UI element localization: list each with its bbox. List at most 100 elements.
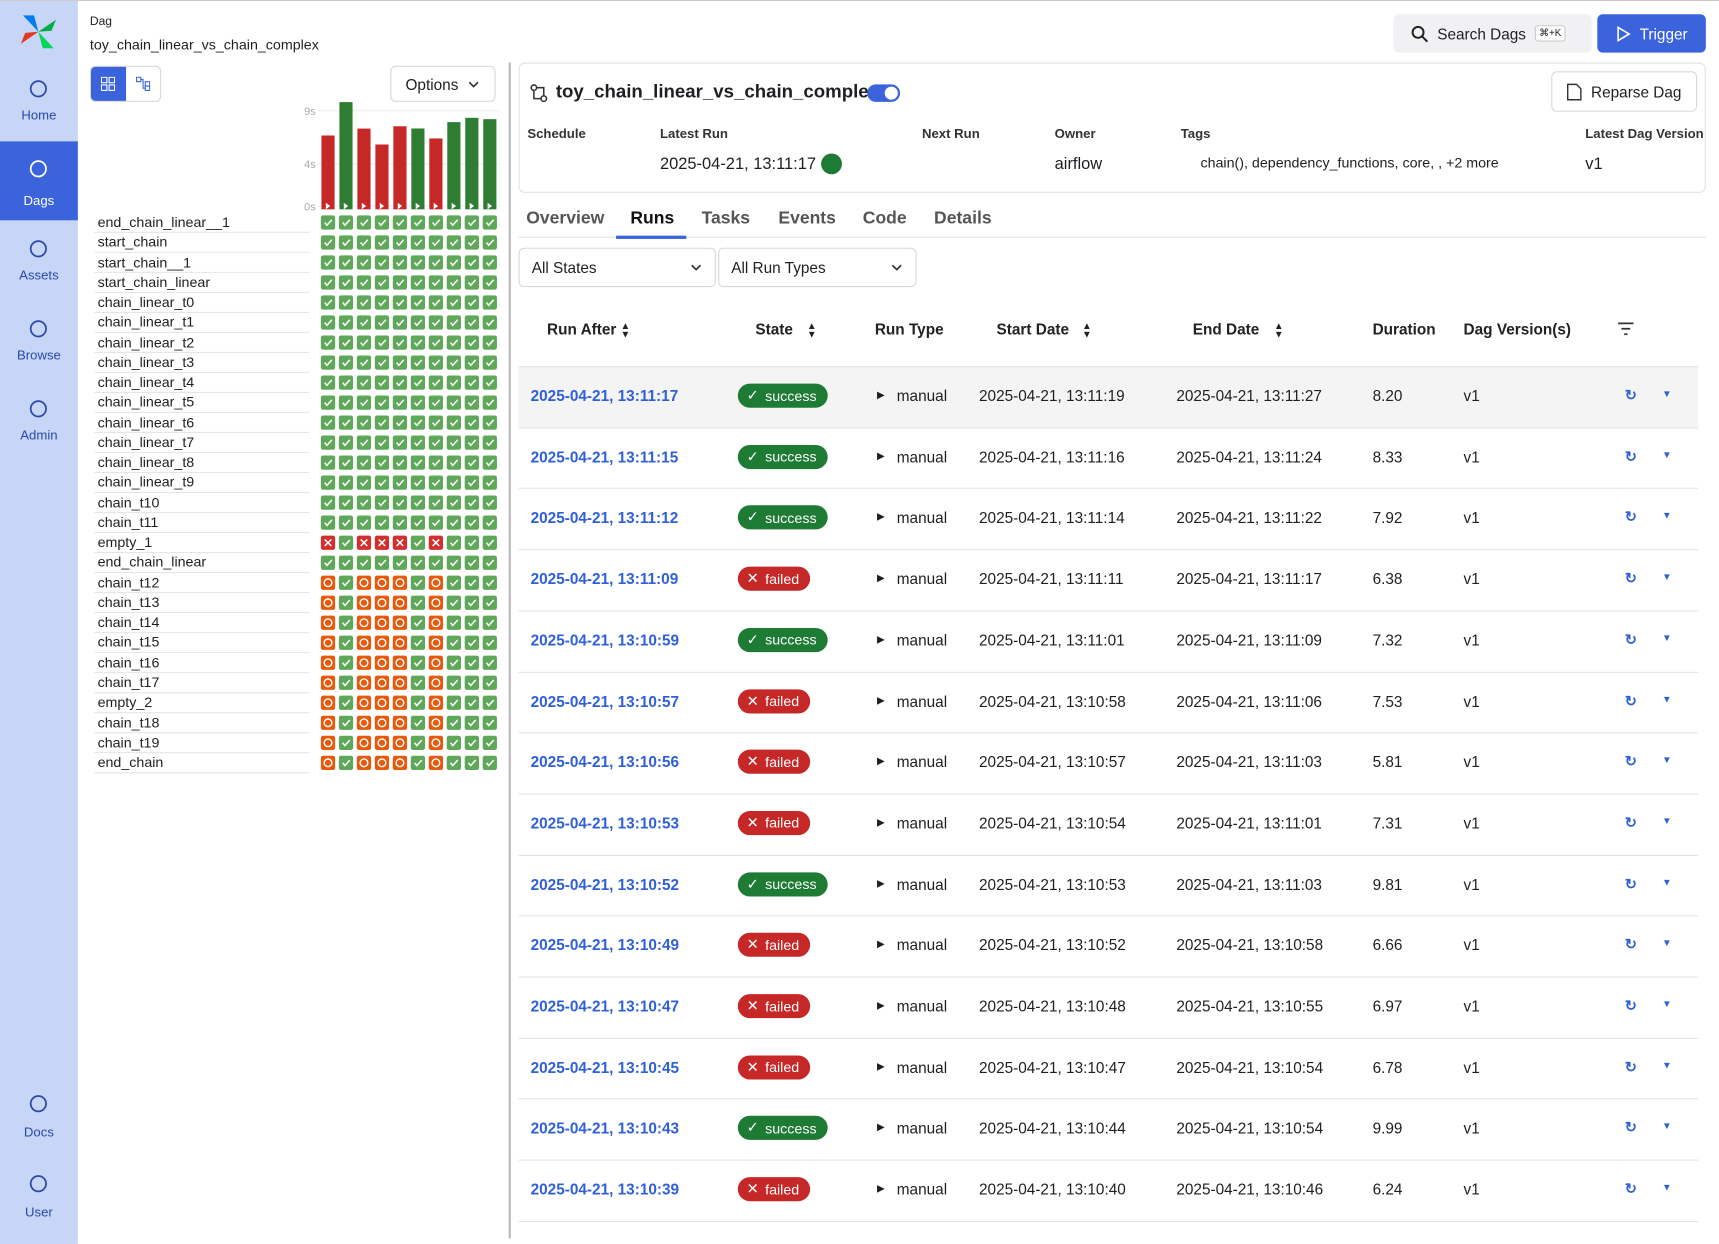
clear-run-button[interactable]: ↻	[1625, 997, 1637, 1015]
run-link[interactable]: 2025-04-21, 13:11:09	[531, 570, 679, 588]
run-link[interactable]: 2025-04-21, 13:11:17	[531, 387, 679, 405]
task-instance	[483, 395, 497, 409]
run-link[interactable]: 2025-04-21, 13:10:47	[531, 997, 679, 1015]
more-button[interactable]: ▼	[1662, 998, 1672, 1009]
task-instance	[411, 516, 425, 530]
more-button[interactable]: ▼	[1662, 449, 1672, 460]
task-name: end_chain_linear	[98, 554, 207, 570]
sort-icon[interactable]: ▲▼	[807, 321, 817, 339]
sort-icon[interactable]: ▲▼	[1274, 321, 1284, 339]
column-header[interactable]: Start Date	[997, 320, 1070, 338]
clear-run-button[interactable]: ↻	[1625, 753, 1637, 771]
column-filter-icon[interactable]	[1617, 322, 1635, 335]
run-link[interactable]: 2025-04-21, 13:10:57	[531, 692, 679, 710]
column-header[interactable]: End Date	[1193, 320, 1260, 338]
task-instance	[321, 656, 335, 670]
run-link[interactable]: 2025-04-21, 13:11:15	[531, 448, 679, 466]
state-icon: ✓	[747, 1119, 759, 1137]
reparse-button[interactable]: Reparse Dag	[1551, 71, 1697, 112]
run-link[interactable]: 2025-04-21, 13:10:59	[531, 631, 679, 649]
task-instance	[465, 496, 479, 510]
clear-run-button[interactable]: ↻	[1625, 448, 1637, 466]
more-button[interactable]: ▼	[1662, 876, 1672, 887]
run-type: manual	[897, 753, 947, 771]
column-header[interactable]: State	[755, 320, 793, 338]
more-button[interactable]: ▼	[1662, 510, 1672, 521]
task-instance	[483, 596, 497, 610]
pause-toggle[interactable]	[867, 84, 900, 102]
more-button[interactable]: ▼	[1662, 1059, 1672, 1070]
run-link[interactable]: 2025-04-21, 13:10:56	[531, 753, 679, 771]
meta-label: Owner	[1055, 126, 1096, 141]
clear-run-button[interactable]: ↻	[1625, 1058, 1637, 1076]
more-button[interactable]: ▼	[1662, 815, 1672, 826]
task-instance	[447, 736, 461, 750]
more-button[interactable]: ▼	[1662, 388, 1672, 399]
dag-version: v1	[1464, 1119, 1480, 1137]
more-button[interactable]: ▼	[1662, 754, 1672, 765]
clear-run-button[interactable]: ↻	[1625, 509, 1637, 527]
duration: 7.92	[1373, 509, 1403, 527]
run-link[interactable]: 2025-04-21, 13:11:12	[531, 509, 679, 527]
more-button[interactable]: ▼	[1662, 1182, 1672, 1193]
run-link[interactable]: 2025-04-21, 13:10:43	[531, 1119, 679, 1137]
task-instance	[465, 375, 479, 389]
task-instance	[483, 696, 497, 710]
task-instance	[375, 556, 389, 570]
search-button[interactable]: Search Dags ⌘+K	[1393, 14, 1591, 52]
state-filter[interactable]: All States	[519, 248, 716, 287]
clear-run-button[interactable]: ↻	[1625, 692, 1637, 710]
run-type-filter[interactable]: All Run Types	[718, 248, 916, 287]
clear-run-button[interactable]: ↻	[1625, 814, 1637, 832]
tab[interactable]: Code	[863, 209, 907, 229]
icon-shape	[31, 1096, 46, 1111]
run-link[interactable]: 2025-04-21, 13:10:53	[531, 814, 679, 832]
clear-run-button[interactable]: ↻	[1625, 1119, 1637, 1137]
clear-run-button[interactable]: ↻	[1625, 570, 1637, 588]
dag-version: v1	[1464, 875, 1480, 893]
tab[interactable]: Tasks	[702, 209, 750, 229]
sort-icon[interactable]: ▲▼	[1082, 321, 1092, 339]
clear-run-button[interactable]: ↻	[1625, 1180, 1637, 1198]
column-header[interactable]: Dag Version(s)	[1464, 320, 1571, 338]
tab[interactable]: Events	[778, 209, 836, 229]
clear-run-button[interactable]: ↻	[1625, 875, 1637, 893]
column-header[interactable]: Run Type	[875, 320, 944, 338]
run-type-icon: ▶	[877, 450, 885, 462]
run-link[interactable]: 2025-04-21, 13:10:52	[531, 875, 679, 893]
task-instance	[321, 235, 335, 249]
meta-label: Schedule	[527, 126, 585, 141]
run-link[interactable]: 2025-04-21, 13:10:49	[531, 936, 679, 954]
task-instance	[339, 255, 353, 269]
column-header[interactable]: Run After	[547, 320, 616, 338]
task-instance	[357, 355, 371, 369]
play-icon	[1615, 26, 1630, 41]
run-type-icon: ▶	[877, 572, 885, 584]
sort-icon[interactable]: ▲▼	[621, 321, 631, 339]
tab[interactable]: Runs	[630, 209, 674, 229]
more-button[interactable]: ▼	[1662, 693, 1672, 704]
state-icon: ✕	[747, 1180, 759, 1198]
column-header[interactable]: Duration	[1373, 320, 1436, 338]
more-button[interactable]: ▼	[1662, 632, 1672, 643]
tab[interactable]: Overview	[526, 209, 604, 229]
task-instance	[483, 556, 497, 570]
more-button[interactable]: ▼	[1662, 1121, 1672, 1132]
state-text: success	[765, 387, 816, 403]
more-button[interactable]: ▼	[1662, 937, 1672, 948]
nav-item[interactable]: Docs	[0, 1081, 78, 1147]
clear-run-button[interactable]: ↻	[1625, 387, 1637, 405]
tab[interactable]: Details	[934, 209, 992, 229]
task-instance	[321, 456, 335, 470]
task-instance	[447, 576, 461, 590]
clear-run-button[interactable]: ↻	[1625, 936, 1637, 954]
nav-item[interactable]: User	[0, 1161, 78, 1227]
more-button[interactable]: ▼	[1662, 571, 1672, 582]
task-name: chain_t10	[98, 494, 160, 510]
task-name: chain_t14	[98, 614, 160, 630]
run-type-icon: ▶	[877, 389, 885, 401]
run-link[interactable]: 2025-04-21, 13:10:45	[531, 1058, 679, 1076]
clear-run-button[interactable]: ↻	[1625, 631, 1637, 649]
run-link[interactable]: 2025-04-21, 13:10:39	[531, 1180, 679, 1198]
trigger-button[interactable]: Trigger	[1597, 14, 1706, 52]
